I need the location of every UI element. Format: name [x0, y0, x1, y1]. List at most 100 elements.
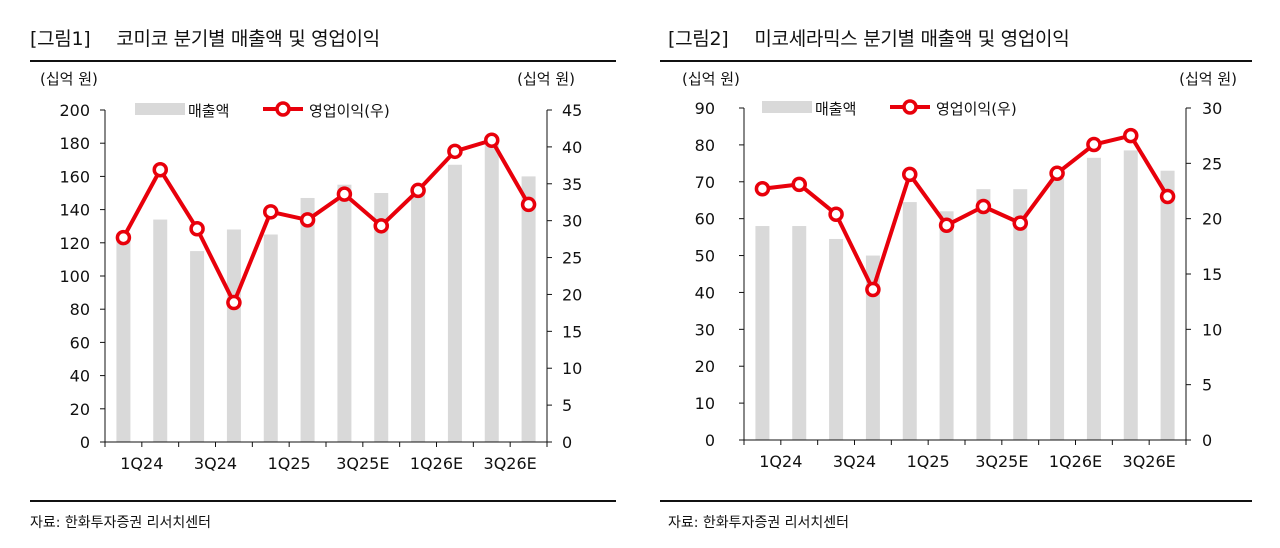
operating-profit-point-3Q25E — [975, 198, 992, 215]
right-tick-label: 15 — [562, 322, 582, 341]
right-tick-label: 25 — [562, 249, 582, 268]
figure-1-chart: (십억 원) (십억 원) 0 20 40 60 80 100 120 140 160 180 200 0… — [40, 70, 582, 473]
figure-2: [그림2] 미코세라믹스 분기별 매출액 및 영업이익 (십억 원) (십억 원) 0… — [640, 0, 1280, 548]
x-tick-label: 3Q25E — [336, 454, 389, 473]
left-tick-label: 120 — [59, 234, 90, 253]
operating-profit-point-1Q26E — [1049, 165, 1065, 182]
left-tick-label: 100 — [59, 267, 90, 286]
left-tick-label: 40 — [70, 367, 90, 386]
legend: 매출액 영업이익(우) — [135, 101, 390, 120]
left-tick-label: 0 — [705, 431, 715, 450]
right-tick-label: 0 — [1202, 431, 1212, 450]
left-tick-label: 140 — [59, 201, 90, 220]
left-tick-label: 200 — [59, 101, 90, 120]
bar-2Q24 — [792, 226, 807, 440]
right-tick-label: 5 — [1202, 376, 1212, 395]
operating-profit-line — [762, 133, 1170, 292]
right-tick-label: 35 — [562, 175, 582, 194]
legend: 매출액 영업이익(우) — [762, 99, 1017, 118]
right-tick-label: 20 — [1202, 210, 1222, 229]
legend-bar-swatch — [762, 101, 812, 113]
left-tick-label: 90 — [695, 99, 715, 118]
figure-2-number: [그림2] — [668, 28, 729, 50]
right-tick-label: 10 — [562, 359, 582, 378]
operating-profit-point-1Q24 — [754, 181, 771, 197]
legend-line-label: 영업이익(우) — [936, 100, 1017, 118]
bar-4Q25E — [1013, 189, 1028, 440]
figure-1-top-rule — [30, 60, 616, 62]
left-axis-unit: (십억 원) — [682, 70, 740, 88]
figure-1-title-text: 코미코 분기별 매출액 및 영업이익 — [116, 28, 380, 50]
figure-2-chart: (십억 원) (십억 원) 0 10 20 30 40 50 60 70 80 90 0 5 10 15 20 2… — [682, 70, 1237, 471]
operating-profit-point-3Q25E — [336, 186, 353, 202]
left-tick-label: 0 — [80, 433, 90, 452]
figure-1-title: [그림1] 코미코 분기별 매출액 및 영업이익 — [30, 24, 380, 51]
legend-line-label: 영업이익(우) — [309, 102, 390, 120]
x-tick-label: 1Q24 — [120, 454, 163, 473]
left-tick-label: 70 — [695, 173, 715, 192]
right-tick-label: 10 — [1202, 320, 1222, 339]
left-tick-label: 30 — [695, 320, 715, 339]
legend-bar-swatch — [135, 103, 185, 115]
left-tick-label: 20 — [695, 357, 715, 376]
left-tick-label: 160 — [59, 167, 90, 186]
bar-2Q25 — [300, 197, 315, 442]
left-tick-label: 60 — [695, 210, 715, 229]
left-tick-label: 10 — [695, 394, 715, 413]
figure-1: [그림1] 코미코 분기별 매출액 및 영업이익 (십억 원) (십억 원) 0 20 4… — [30, 24, 616, 531]
x-tick-label: 1Q26E — [1049, 452, 1102, 471]
x-tick-label: 3Q25E — [975, 452, 1028, 471]
figure-2-title-text: 미코세라믹스 분기별 매출액 및 영업이익 — [754, 28, 1070, 50]
right-tick-label: 40 — [562, 138, 582, 157]
operating-profit-point-2Q25 — [938, 217, 955, 234]
x-tick-label: 3Q26E — [484, 454, 537, 473]
right-axis-unit: (십억 원) — [1179, 70, 1237, 88]
left-tick-label: 180 — [59, 134, 90, 153]
right-tick-label: 20 — [562, 285, 582, 304]
legend-bar-label: 매출액 — [815, 100, 856, 118]
right-axis-unit: (십억 원) — [517, 70, 575, 88]
bar-3Q24 — [190, 251, 205, 442]
operating-profit-point-1Q25 — [263, 204, 279, 220]
operating-profit-point-3Q24 — [828, 206, 844, 222]
figure-2-bottom-rule — [660, 500, 1252, 502]
x-tick-label: 1Q26E — [410, 454, 463, 473]
left-tick-label: 20 — [70, 400, 90, 419]
operating-profit-point-4Q26E — [520, 196, 537, 213]
bar-4Q26E — [1160, 170, 1175, 440]
x-tick-label: 1Q24 — [759, 452, 802, 471]
left-tick-label: 40 — [695, 283, 715, 302]
bar-3Q26E — [1123, 150, 1138, 440]
right-tick-label: 0 — [562, 433, 572, 452]
operating-profit-point-2Q24 — [152, 162, 168, 178]
left-axis-unit: (십억 원) — [40, 70, 98, 88]
figure-1-number: [그림1] — [30, 28, 91, 50]
legend-bar-label: 매출액 — [188, 102, 229, 120]
right-tick-label: 30 — [1202, 99, 1222, 118]
bar-1Q26E — [1050, 178, 1065, 441]
operating-profit-point-3Q26E — [1123, 127, 1139, 144]
x-tick-label: 3Q24 — [833, 452, 876, 471]
operating-profit-point-2Q25 — [299, 212, 316, 228]
bar-1Q25 — [263, 234, 278, 442]
bar-3Q25E — [337, 184, 352, 442]
operating-profit-point-1Q26E — [410, 182, 426, 199]
bar-1Q25 — [902, 202, 917, 440]
operating-profit-point-1Q24 — [115, 229, 132, 246]
left-tick-label: 60 — [70, 333, 90, 352]
bar-3Q24 — [829, 238, 844, 440]
operating-profit-point-4Q25E — [373, 218, 389, 234]
left-tick-label: 50 — [695, 247, 715, 266]
right-tick-label: 45 — [562, 101, 582, 120]
left-tick-label: 80 — [695, 136, 715, 155]
bar-4Q24 — [865, 255, 880, 440]
right-tick-label: 25 — [1202, 154, 1222, 173]
bar-4Q24 — [226, 229, 241, 442]
operating-profit-point-4Q26E — [1159, 188, 1176, 205]
right-tick-label: 30 — [562, 212, 582, 231]
operating-profit-point-4Q24 — [865, 281, 881, 298]
x-tick-label: 3Q26E — [1123, 452, 1176, 471]
bar-2Q26E — [1086, 157, 1101, 441]
bar-2Q25 — [939, 211, 954, 440]
bar-2Q24 — [153, 219, 168, 442]
